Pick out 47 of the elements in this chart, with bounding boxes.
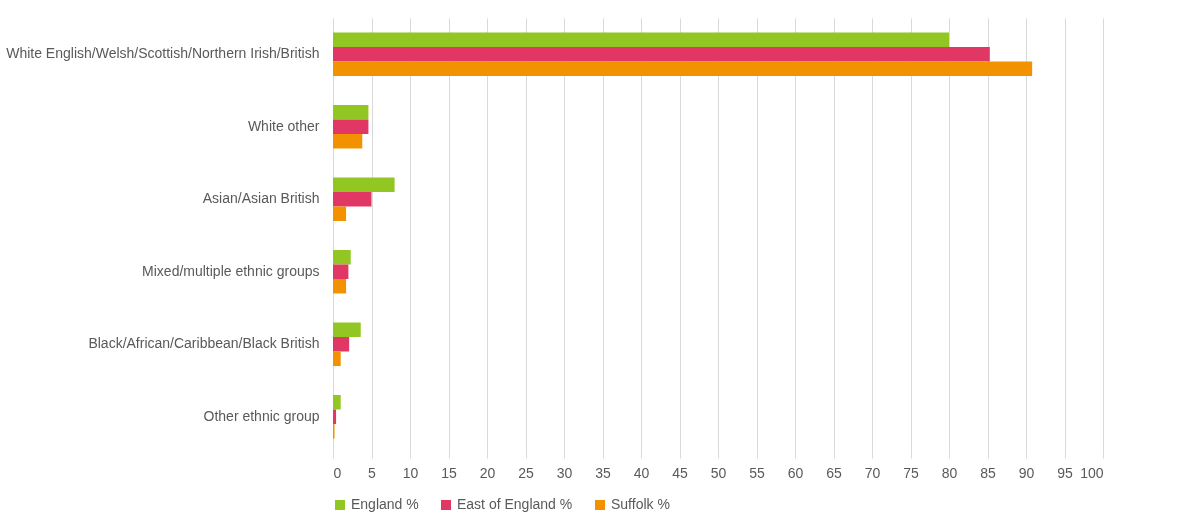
y-tick-label: White other [247,117,320,134]
x-tick-label: 85 [980,464,996,481]
x-tick-label: 55 [749,464,765,481]
legend-label: England % [351,496,419,512]
y-tick-label: White English/Welsh/Scottish/Northern Irish/British [6,45,320,62]
y-tick-label: Black/African/Caribbean/Black British [88,335,320,352]
bar [333,206,347,221]
x-tick-label: 65 [826,464,842,481]
legend-label: East of England % [457,496,573,512]
bar [333,337,350,352]
bar [333,351,341,366]
x-tick-label: 40 [633,464,650,481]
x-tick-label: 90 [1018,464,1035,481]
bar [333,177,395,192]
legend-label: Suffolk % [611,496,670,512]
x-tick-label: 15 [441,464,457,481]
x-tick-label: 25 [518,464,534,481]
x-tick-label: 0 [333,464,342,481]
x-tick-label: 60 [787,464,804,481]
bar [333,395,341,410]
x-tick-label: 70 [864,464,881,481]
bar [333,409,337,424]
y-tick-label: Mixed/multiple ethnic groups [142,262,320,279]
y-tick-label: Asian/Asian British [202,190,320,207]
bar [333,119,369,134]
bar [333,32,949,47]
x-tick-label: 30 [556,464,573,481]
x-tick-label: 35 [595,464,611,481]
y-tick-label: Other ethnic group [203,407,320,424]
bar [333,264,349,279]
x-tick-label: 95 [1057,464,1073,481]
bar [333,47,990,62]
x-tick-label: 45 [672,464,688,481]
x-tick-label: 100 [1080,464,1104,481]
x-tick-label: 5 [368,464,377,481]
bar [333,322,361,337]
x-tick-label: 10 [402,464,419,481]
bar [333,279,347,294]
bar [333,61,1033,76]
bar [333,192,372,207]
x-tick-label: 50 [710,464,727,481]
x-tick-label: 75 [903,464,919,481]
x-tick-label: 20 [479,464,496,481]
bar [333,105,369,120]
x-tick-label: 80 [941,464,958,481]
bar [333,134,363,149]
bar [333,250,351,265]
